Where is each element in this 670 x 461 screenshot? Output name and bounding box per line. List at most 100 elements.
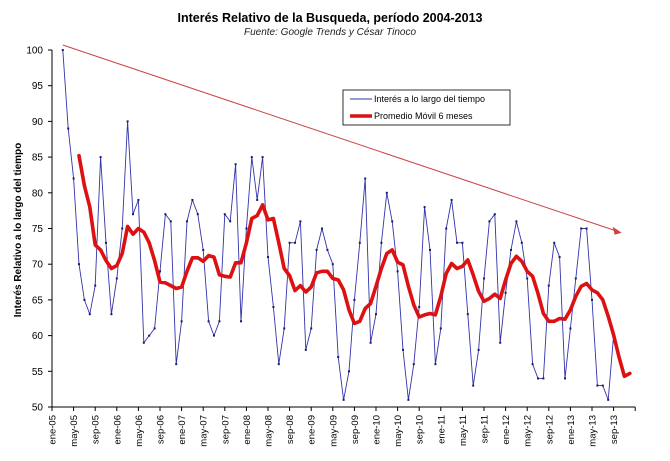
data-point xyxy=(331,263,334,266)
data-point xyxy=(472,384,475,387)
y-tick-label: 85 xyxy=(32,153,44,164)
x-tick-label: may-08 xyxy=(264,415,275,447)
x-tick-label: sep-09 xyxy=(350,415,361,444)
data-point xyxy=(61,49,64,51)
data-point xyxy=(407,398,410,401)
data-point xyxy=(526,277,529,280)
y-tick-label: 80 xyxy=(32,188,44,199)
y-tick-label: 55 xyxy=(32,367,44,378)
plot-area xyxy=(61,44,632,401)
axes: 50 55 60 65 70 75 80 85 90 95 100 ene-05 may-05 sep-0… xyxy=(26,46,636,447)
data-point xyxy=(353,298,356,301)
data-point xyxy=(547,284,550,287)
data-point xyxy=(439,327,442,330)
x-tick-label: sep-13 xyxy=(609,415,620,444)
x-tick-label: may-09 xyxy=(328,415,339,447)
x-tick-label: may-07 xyxy=(199,415,210,447)
data-point xyxy=(558,256,561,259)
data-point xyxy=(234,163,237,166)
data-point xyxy=(396,270,399,273)
data-point xyxy=(218,320,221,323)
data-point xyxy=(564,377,566,380)
data-point xyxy=(126,120,129,123)
y-tick-label: 100 xyxy=(26,46,43,57)
x-tick-label: may-05 xyxy=(69,415,80,447)
trend-arrow-line xyxy=(62,44,616,232)
data-point xyxy=(267,256,269,259)
x-tick-label: ene-06 xyxy=(112,415,123,445)
x-tick-label: sep-06 xyxy=(156,415,167,444)
x-tick-label: ene-12 xyxy=(501,415,512,445)
data-point xyxy=(321,227,323,230)
data-point xyxy=(299,220,302,223)
data-point xyxy=(569,327,572,330)
data-point xyxy=(585,227,588,230)
x-tick-label: sep-10 xyxy=(415,415,426,444)
data-point xyxy=(164,213,167,216)
data-point xyxy=(429,248,431,251)
data-point xyxy=(493,213,496,216)
data-point xyxy=(326,248,329,251)
x-tick-label: ene-09 xyxy=(307,415,318,445)
data-point xyxy=(202,248,205,251)
series-line-promedio xyxy=(77,153,632,379)
x-tick-label: ene-07 xyxy=(177,415,188,445)
x-tick-label: may-13 xyxy=(588,415,599,447)
data-point xyxy=(450,198,453,201)
data-point xyxy=(240,320,242,323)
data-point xyxy=(169,220,172,223)
legend-label-interes: Interés a lo largo del tiempo xyxy=(374,94,485,104)
data-point xyxy=(223,213,226,216)
data-point xyxy=(105,241,107,244)
data-point xyxy=(191,198,194,201)
data-point xyxy=(553,241,556,244)
data-point xyxy=(132,213,134,216)
data-point xyxy=(499,341,502,344)
chart-subtitle: Fuente: Google Trends y César Tinoco xyxy=(244,27,416,38)
data-point xyxy=(537,377,539,380)
data-point xyxy=(245,227,248,230)
data-point xyxy=(337,356,340,359)
x-tick-label: ene-10 xyxy=(372,415,383,445)
data-point xyxy=(510,248,512,251)
data-point xyxy=(375,313,377,316)
data-point xyxy=(83,298,86,301)
data-point xyxy=(418,306,421,309)
data-point xyxy=(175,363,178,366)
y-tick-label: 95 xyxy=(32,81,44,92)
data-point xyxy=(466,313,469,316)
x-tick-label: ene-05 xyxy=(48,415,59,445)
data-point xyxy=(261,156,264,159)
x-tick-label: ene-08 xyxy=(242,415,253,445)
data-point xyxy=(277,363,280,366)
data-point xyxy=(256,198,259,201)
data-point xyxy=(72,177,75,180)
data-point xyxy=(283,327,286,330)
x-tick-label: sep-08 xyxy=(285,415,296,444)
x-tick-label: sep-07 xyxy=(220,415,231,444)
data-point xyxy=(385,191,388,194)
x-tick-label: may-10 xyxy=(393,415,404,447)
data-point xyxy=(358,241,361,244)
x-tick-label: sep-12 xyxy=(544,415,555,444)
y-tick-label: 65 xyxy=(32,295,44,306)
data-point xyxy=(580,227,583,230)
data-point xyxy=(153,327,156,330)
data-point xyxy=(596,384,599,387)
data-point xyxy=(78,263,80,266)
x-tick-label: sep-11 xyxy=(480,415,491,443)
data-point xyxy=(542,377,545,380)
data-point xyxy=(310,327,313,330)
y-tick-label: 90 xyxy=(32,117,44,128)
data-point xyxy=(574,277,577,280)
y-tick-label: 70 xyxy=(32,260,44,271)
series-line-interes xyxy=(62,49,615,401)
data-point xyxy=(504,291,507,294)
data-point xyxy=(304,348,307,351)
data-point xyxy=(94,284,97,287)
data-point xyxy=(483,277,485,280)
x-tick-label: ene-11 xyxy=(436,415,447,444)
y-tick-label: 60 xyxy=(32,331,44,342)
data-point xyxy=(423,206,426,209)
